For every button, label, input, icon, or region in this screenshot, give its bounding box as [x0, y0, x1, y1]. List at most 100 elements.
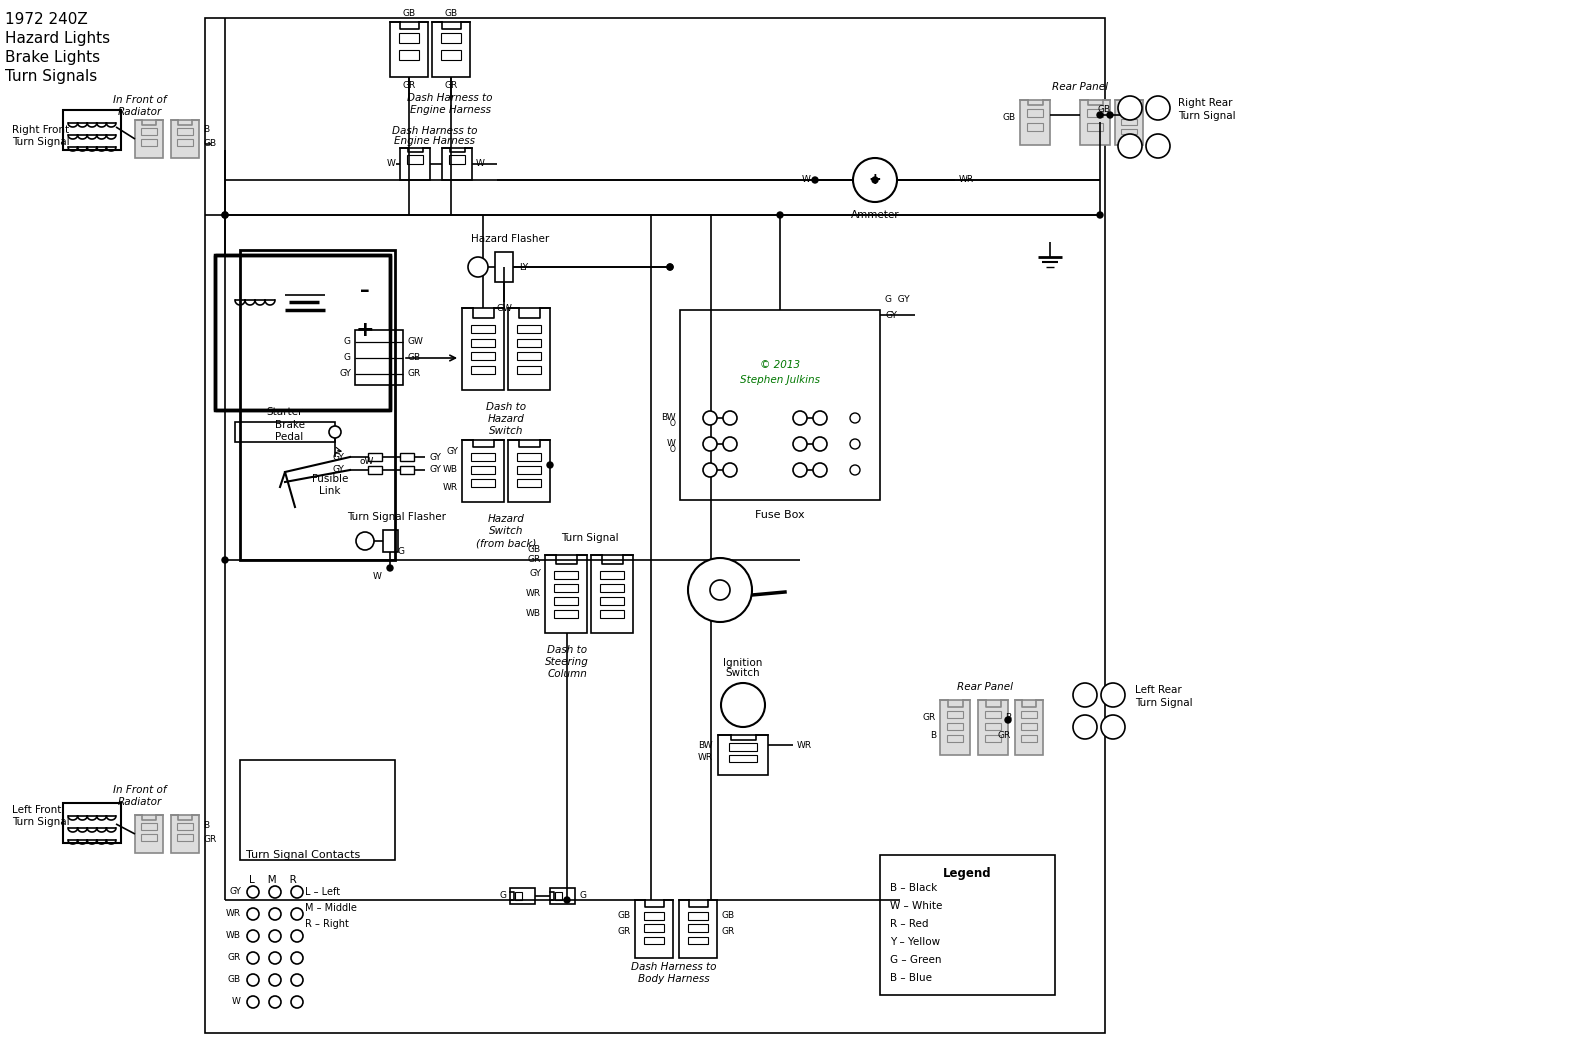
Text: Hazard: Hazard — [487, 414, 524, 424]
Text: Rear Panel: Rear Panel — [1052, 82, 1108, 92]
Bar — [390, 22, 428, 77]
Bar — [431, 22, 470, 77]
Text: WR: WR — [958, 176, 974, 184]
Text: O: O — [670, 420, 677, 429]
Text: 1972 240Z: 1972 240Z — [5, 12, 88, 27]
Text: WB: WB — [525, 609, 541, 617]
Circle shape — [291, 908, 302, 920]
Text: Pedal: Pedal — [275, 432, 302, 442]
Bar — [177, 139, 193, 146]
Circle shape — [247, 974, 259, 986]
Bar — [517, 352, 541, 360]
Bar — [680, 900, 716, 958]
Bar — [688, 912, 708, 919]
Text: G – Green: G – Green — [890, 955, 941, 965]
Circle shape — [247, 996, 259, 1008]
Text: W – White: W – White — [890, 902, 942, 911]
Text: GB: GB — [408, 354, 420, 362]
Text: WR: WR — [697, 753, 713, 762]
Text: GY: GY — [529, 568, 541, 578]
Bar — [600, 610, 624, 618]
Circle shape — [667, 264, 673, 270]
Bar — [600, 598, 624, 605]
Bar — [549, 888, 575, 904]
Bar — [471, 453, 495, 461]
Text: Turn Signal: Turn Signal — [1178, 111, 1235, 121]
Bar — [1022, 723, 1036, 730]
Circle shape — [814, 437, 826, 451]
Bar — [554, 598, 578, 605]
Text: R – Red: R – Red — [890, 919, 928, 929]
Bar — [406, 155, 423, 164]
Text: Turn Signal: Turn Signal — [1135, 699, 1192, 708]
Bar — [1087, 123, 1103, 131]
Circle shape — [1118, 96, 1141, 120]
Text: BW: BW — [661, 413, 677, 423]
Text: Radiator: Radiator — [118, 797, 162, 807]
Text: GY: GY — [339, 370, 350, 379]
Text: oW: oW — [360, 457, 374, 466]
Text: Rear Panel: Rear Panel — [957, 682, 1013, 692]
Bar — [142, 834, 156, 841]
Text: W: W — [373, 572, 382, 581]
Circle shape — [1102, 683, 1126, 707]
Text: GR: GR — [204, 835, 217, 843]
Bar — [1121, 129, 1137, 134]
Text: Switch: Switch — [489, 426, 524, 436]
Bar — [600, 572, 624, 579]
Text: WR: WR — [798, 740, 812, 750]
Bar — [471, 352, 495, 360]
Circle shape — [667, 264, 673, 270]
Circle shape — [872, 177, 879, 183]
Text: B: B — [204, 126, 209, 134]
Bar — [495, 252, 513, 282]
Bar — [643, 924, 664, 932]
Text: B: B — [1005, 713, 1011, 722]
Bar — [517, 338, 541, 347]
Bar — [1027, 109, 1043, 118]
Circle shape — [723, 437, 737, 451]
Text: GB: GB — [228, 975, 240, 985]
Text: Left Front: Left Front — [13, 805, 62, 815]
Bar — [400, 466, 414, 474]
Text: Right Front: Right Front — [13, 125, 68, 135]
Text: WR: WR — [226, 910, 240, 918]
Circle shape — [777, 212, 783, 218]
Bar — [355, 330, 403, 385]
Text: Column: Column — [548, 669, 587, 679]
Text: +: + — [869, 173, 882, 187]
Bar — [947, 711, 963, 718]
Text: G: G — [344, 337, 350, 347]
Circle shape — [291, 930, 302, 942]
Bar — [400, 453, 414, 461]
Bar — [443, 148, 471, 180]
Text: Turn Signal: Turn Signal — [562, 533, 619, 543]
Text: Turn Signals: Turn Signals — [5, 69, 97, 84]
Circle shape — [1146, 96, 1170, 120]
Text: Y – Yellow: Y – Yellow — [890, 937, 941, 947]
Bar — [591, 555, 634, 633]
Text: GY: GY — [446, 448, 458, 457]
Text: Steering: Steering — [544, 657, 589, 667]
Circle shape — [247, 953, 259, 964]
Bar — [556, 892, 562, 900]
Text: Dash Harness to: Dash Harness to — [408, 93, 494, 103]
Bar — [462, 308, 505, 390]
Text: Dash Harness to: Dash Harness to — [632, 962, 716, 972]
Bar — [240, 760, 395, 860]
Circle shape — [850, 439, 860, 449]
Text: G: G — [498, 891, 506, 900]
Text: Link: Link — [320, 486, 341, 496]
Bar — [177, 128, 193, 134]
Text: Ignition: Ignition — [723, 658, 763, 668]
Bar — [688, 924, 708, 932]
Bar — [471, 338, 495, 347]
Bar — [680, 310, 880, 500]
Bar — [517, 466, 541, 474]
Text: Turn Signal: Turn Signal — [13, 137, 70, 147]
Text: Engine Harness: Engine Harness — [395, 136, 476, 146]
Text: Fusible: Fusible — [312, 474, 349, 484]
Circle shape — [704, 463, 716, 477]
Bar — [1121, 109, 1137, 116]
Bar — [977, 700, 1008, 755]
